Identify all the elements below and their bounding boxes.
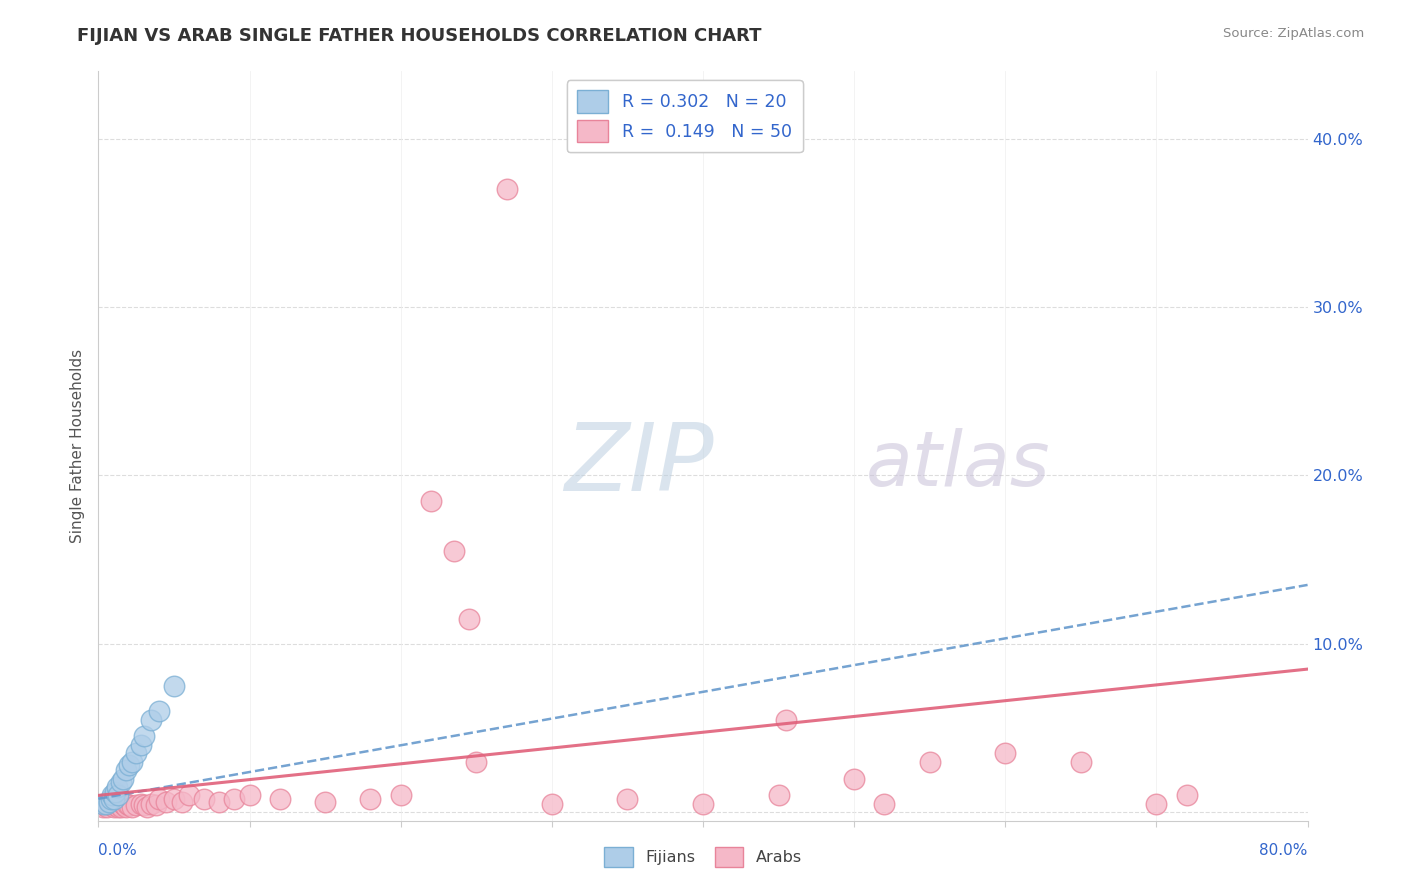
Point <box>100 791 122 805</box>
Point <box>104 785 127 799</box>
Point <box>103 800 125 814</box>
Point <box>129 738 152 752</box>
Point <box>873 797 896 811</box>
Point <box>114 763 136 777</box>
Point <box>314 795 336 809</box>
Point <box>111 797 134 811</box>
Point <box>193 791 215 805</box>
Point <box>98 795 121 809</box>
Point <box>1144 797 1167 811</box>
Point <box>1175 789 1198 803</box>
Point <box>994 746 1017 760</box>
Point <box>495 182 517 196</box>
Point <box>121 800 143 814</box>
Text: 0.0%: 0.0% <box>98 843 138 857</box>
Point <box>115 797 138 811</box>
Point <box>692 797 714 811</box>
Point <box>118 798 141 813</box>
Point <box>148 791 170 805</box>
Legend: Fijians, Arabs: Fijians, Arabs <box>596 838 810 875</box>
Text: ZIP: ZIP <box>564 419 714 510</box>
Point <box>163 791 186 805</box>
Point <box>208 795 231 809</box>
Point <box>100 798 122 813</box>
Point <box>179 789 201 803</box>
Point <box>104 798 127 813</box>
Point <box>101 789 124 803</box>
Point <box>112 798 135 813</box>
Point <box>616 791 638 805</box>
Point <box>114 800 136 814</box>
Point <box>94 797 117 811</box>
Point <box>1070 755 1092 769</box>
Point <box>125 746 148 760</box>
Text: 80.0%: 80.0% <box>1260 843 1308 857</box>
Point <box>105 797 128 811</box>
Point <box>145 798 167 813</box>
Point <box>443 544 465 558</box>
Point <box>239 789 262 803</box>
Point <box>107 800 129 814</box>
Point <box>768 789 790 803</box>
Point <box>360 791 382 805</box>
Point <box>129 797 152 811</box>
Text: FIJIAN VS ARAB SINGLE FATHER HOUSEHOLDS CORRELATION CHART: FIJIAN VS ARAB SINGLE FATHER HOUSEHOLDS … <box>77 27 762 45</box>
Text: atlas: atlas <box>866 428 1050 501</box>
Point <box>465 755 488 769</box>
Point <box>91 800 114 814</box>
Point <box>420 493 443 508</box>
Point <box>163 679 186 693</box>
Point <box>94 797 117 811</box>
Point <box>93 798 115 813</box>
Point <box>148 704 170 718</box>
Point <box>457 611 479 625</box>
Point <box>118 758 141 772</box>
Point <box>155 795 177 809</box>
Point <box>540 797 562 811</box>
Text: Source: ZipAtlas.com: Source: ZipAtlas.com <box>1223 27 1364 40</box>
Point <box>98 795 121 809</box>
Point <box>224 791 246 805</box>
Point <box>918 755 941 769</box>
Point <box>269 791 291 805</box>
Point <box>125 798 148 813</box>
Point <box>101 797 124 811</box>
Point <box>96 800 118 814</box>
Point <box>132 730 155 744</box>
Point <box>775 713 797 727</box>
Point <box>121 755 143 769</box>
Point <box>141 797 163 811</box>
Point <box>103 791 125 805</box>
Point <box>110 800 132 814</box>
Y-axis label: Single Father Households: Single Father Households <box>70 349 86 543</box>
Point <box>132 798 155 813</box>
Point <box>107 789 129 803</box>
Point <box>389 789 412 803</box>
Point <box>141 713 163 727</box>
Point <box>111 772 134 786</box>
Point <box>105 780 128 794</box>
Point <box>170 795 193 809</box>
Point <box>110 775 132 789</box>
Point <box>135 800 157 814</box>
Point <box>108 798 131 813</box>
Point <box>91 797 114 811</box>
Legend: R = 0.302   N = 20, R =  0.149   N = 50: R = 0.302 N = 20, R = 0.149 N = 50 <box>567 80 803 153</box>
Point <box>844 772 866 786</box>
